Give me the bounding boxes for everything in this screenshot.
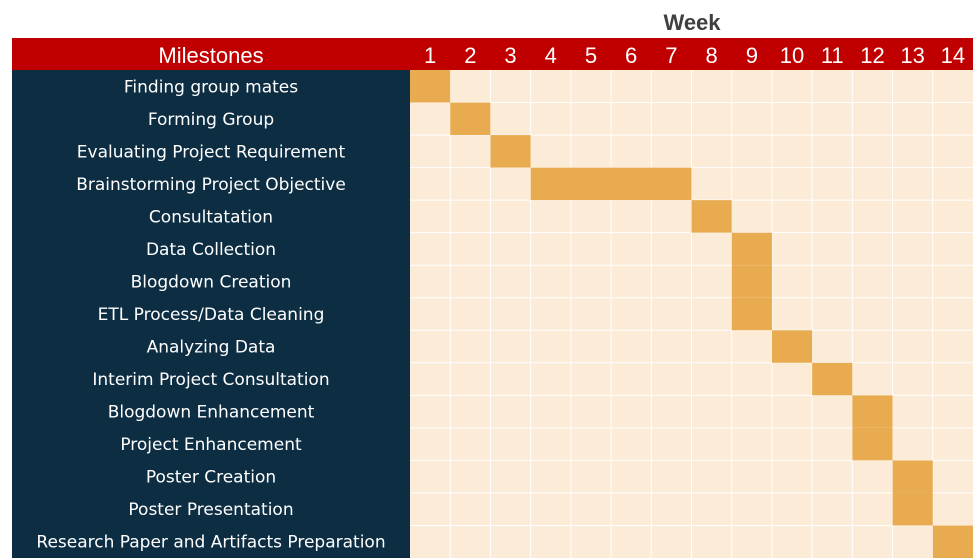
task-label: Project Enhancement: [120, 435, 302, 455]
week-header-7: 7: [665, 43, 677, 68]
task-label: Analyzing Data: [147, 338, 276, 358]
task-label: Forming Group: [148, 110, 274, 130]
task-labels: Finding group mates Forming Group Evaluati…: [36, 77, 385, 552]
task-bar: [852, 427, 893, 461]
task-label: Research Paper and Artifacts Preparation: [36, 533, 385, 553]
week-header-10: 10: [780, 43, 804, 68]
task-label: Blogdown Enhancement: [108, 403, 315, 423]
task-bar: [731, 232, 772, 266]
task-label: Poster Presentation: [128, 500, 293, 520]
week-header-14: 14: [941, 43, 965, 68]
task-bar: [852, 395, 893, 428]
task-bar: [691, 200, 732, 233]
task-label: Blogdown Creation: [131, 272, 292, 292]
week-header-9: 9: [746, 43, 758, 68]
task-bar: [932, 525, 973, 558]
week-header-12: 12: [860, 43, 884, 68]
week-headers: 1 2 3 4 5 6 7 8 9 10 11 12 13 14: [424, 43, 965, 68]
milestones-header: Milestones: [158, 43, 263, 68]
header-bar: [12, 38, 973, 70]
week-header-4: 4: [545, 43, 557, 68]
task-bars: [410, 70, 973, 558]
task-bar: [892, 492, 933, 526]
week-header-11: 11: [821, 43, 844, 68]
task-bar: [410, 70, 451, 103]
week-header-3: 3: [504, 43, 516, 68]
task-label: Data Collection: [146, 240, 276, 260]
task-bar: [731, 297, 772, 331]
task-label: Poster Creation: [146, 468, 276, 488]
label-column: [12, 70, 410, 558]
task-bar: [812, 362, 853, 396]
task-label: Interim Project Consultation: [92, 370, 329, 390]
task-label: Evaluating Project Requirement: [77, 142, 346, 162]
task-bar: [731, 265, 772, 298]
task-label: Finding group mates: [124, 77, 298, 97]
task-bar: [450, 102, 491, 136]
task-label: Brainstorming Project Objective: [76, 175, 346, 195]
week-header-8: 8: [705, 43, 717, 68]
task-bar: [490, 135, 531, 168]
chart-title: Week: [663, 10, 721, 35]
week-header-1: 1: [424, 43, 436, 68]
task-bar: [892, 460, 933, 493]
task-label: ETL Process/Data Cleaning: [98, 305, 325, 325]
task-label: Consultatation: [149, 207, 273, 227]
week-header-5: 5: [585, 43, 597, 68]
week-header-6: 6: [625, 43, 637, 68]
week-header-2: 2: [464, 43, 476, 68]
week-header-13: 13: [900, 43, 924, 68]
task-bar: [771, 330, 813, 363]
task-bar: [530, 167, 692, 201]
